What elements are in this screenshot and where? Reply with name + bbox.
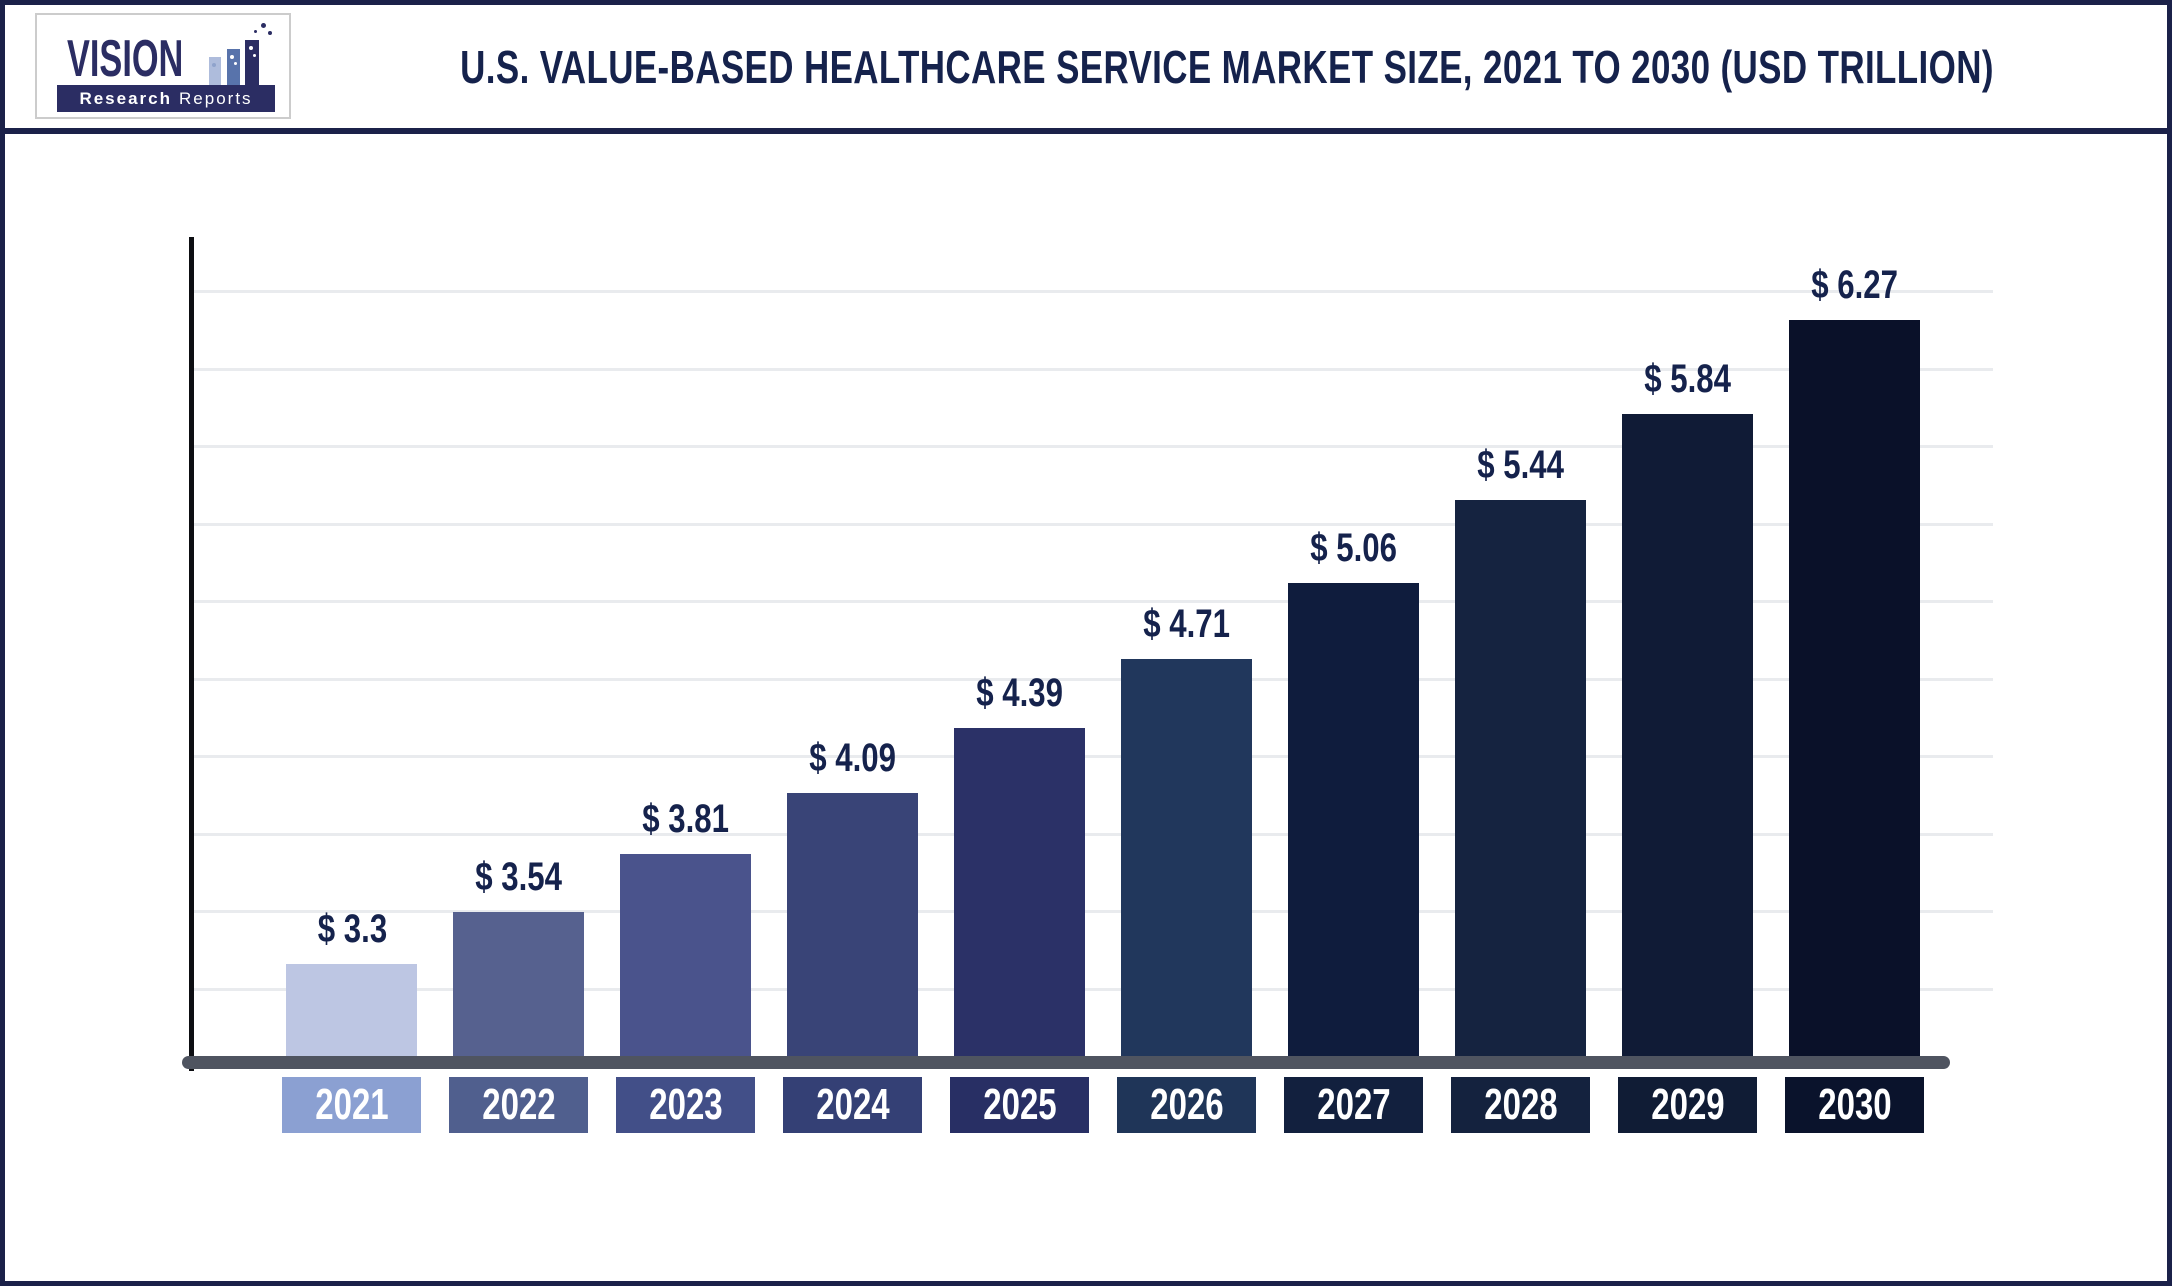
bar-2023 bbox=[620, 854, 751, 1062]
bar-2022 bbox=[453, 912, 584, 1062]
bar-value-text: $ 3.54 bbox=[475, 855, 563, 899]
bar-2024 bbox=[787, 793, 918, 1062]
bar-value-label-2024: $ 4.09 bbox=[743, 733, 963, 783]
gridline bbox=[194, 678, 1993, 681]
year-text: 2028 bbox=[1483, 1080, 1558, 1129]
bar-2021 bbox=[286, 964, 417, 1062]
year-text: 2027 bbox=[1316, 1080, 1391, 1129]
bar-value-label-2022: $ 3.54 bbox=[409, 852, 629, 902]
logo-bubble-icon bbox=[234, 62, 237, 65]
header: VISION Research Reports U.S. VALUE-BASED… bbox=[5, 5, 2167, 134]
gridline bbox=[194, 910, 1993, 913]
logo-subtitle: Research Reports bbox=[57, 85, 275, 112]
logo-bubble-icon bbox=[212, 63, 216, 67]
year-text: 2024 bbox=[815, 1080, 890, 1129]
logo-subtitle-bold: Research bbox=[79, 88, 173, 108]
logo-bubble-icon bbox=[254, 30, 257, 33]
y-axis-line bbox=[189, 237, 194, 1071]
bar-value-label-2021: $ 3.3 bbox=[242, 904, 462, 954]
logo-bubble-icon bbox=[261, 23, 266, 28]
logo-bar-chart-icon bbox=[245, 40, 259, 85]
bar-value-text: $ 4.71 bbox=[1143, 602, 1231, 646]
year-label-2025: 2025 bbox=[950, 1077, 1089, 1133]
year-label-2026: 2026 bbox=[1117, 1077, 1256, 1133]
year-label-2022: 2022 bbox=[449, 1077, 588, 1133]
gridline bbox=[194, 290, 1993, 293]
title-container: U.S. VALUE-BASED HEALTHCARE SERVICE MARK… bbox=[297, 5, 2157, 128]
year-label-2021: 2021 bbox=[282, 1077, 421, 1133]
bar-2026 bbox=[1121, 659, 1252, 1062]
gridline bbox=[194, 368, 1993, 371]
bar-2025 bbox=[954, 728, 1085, 1062]
year-label-2030: 2030 bbox=[1785, 1077, 1924, 1133]
gridline bbox=[194, 755, 1993, 758]
gridline bbox=[194, 445, 1993, 448]
bar-value-text: $ 5.06 bbox=[1310, 526, 1398, 570]
gridline bbox=[194, 523, 1993, 526]
year-label-2029: 2029 bbox=[1618, 1077, 1757, 1133]
year-text: 2026 bbox=[1149, 1080, 1224, 1129]
year-text: 2030 bbox=[1817, 1080, 1892, 1129]
vision-research-reports-logo: VISION Research Reports bbox=[35, 13, 291, 119]
bar-value-text: $ 4.09 bbox=[809, 736, 897, 780]
gridline bbox=[194, 600, 1993, 603]
bar-value-text: $ 5.84 bbox=[1644, 357, 1732, 401]
year-label-2028: 2028 bbox=[1451, 1077, 1590, 1133]
bar-value-text: $ 3.81 bbox=[642, 797, 730, 841]
logo-bubble-icon bbox=[230, 55, 234, 59]
bar-value-label-2028: $ 5.44 bbox=[1411, 440, 1631, 490]
year-text: 2021 bbox=[314, 1080, 389, 1129]
year-text: 2025 bbox=[982, 1080, 1057, 1129]
year-text: 2022 bbox=[481, 1080, 556, 1129]
logo-bubble-icon bbox=[253, 54, 256, 57]
year-text: 2023 bbox=[648, 1080, 723, 1129]
bar-value-label-2029: $ 5.84 bbox=[1578, 354, 1798, 404]
bar-value-label-2023: $ 3.81 bbox=[576, 794, 796, 844]
page-title: U.S. VALUE-BASED HEALTHCARE SERVICE MARK… bbox=[460, 40, 1994, 93]
x-axis-line bbox=[182, 1056, 1950, 1069]
bar-value-text: $ 5.44 bbox=[1477, 443, 1565, 487]
bar-2029 bbox=[1622, 414, 1753, 1062]
year-label-2027: 2027 bbox=[1284, 1077, 1423, 1133]
gridline bbox=[194, 988, 1993, 991]
gridline bbox=[194, 833, 1993, 836]
logo-subtitle-light: Reports bbox=[179, 88, 253, 108]
bar-2030 bbox=[1789, 320, 1920, 1062]
year-label-2024: 2024 bbox=[783, 1077, 922, 1133]
bar-2028 bbox=[1455, 500, 1586, 1062]
bar-value-text: $ 4.39 bbox=[976, 671, 1064, 715]
bar-value-label-2027: $ 5.06 bbox=[1244, 523, 1464, 573]
logo-brand-text: VISION bbox=[67, 30, 184, 88]
logo-bubble-icon bbox=[268, 31, 272, 35]
logo-bubble-icon bbox=[249, 46, 253, 50]
bar-chart: $ 3.3 $ 3.54 $ 3.81 $ 4.09 $ 4.39 $ 4.71 $ 5.0… bbox=[5, 5, 2167, 1281]
bar-value-label-2025: $ 4.39 bbox=[910, 668, 1130, 718]
year-label-2023: 2023 bbox=[616, 1077, 755, 1133]
bar-value-text: $ 3.3 bbox=[317, 907, 387, 951]
year-text: 2029 bbox=[1650, 1080, 1725, 1129]
bar-value-label-2030: $ 6.27 bbox=[1745, 260, 1965, 310]
bar-value-label-2026: $ 4.71 bbox=[1077, 599, 1297, 649]
bar-value-text: $ 6.27 bbox=[1811, 263, 1899, 307]
bar-2027 bbox=[1288, 583, 1419, 1062]
